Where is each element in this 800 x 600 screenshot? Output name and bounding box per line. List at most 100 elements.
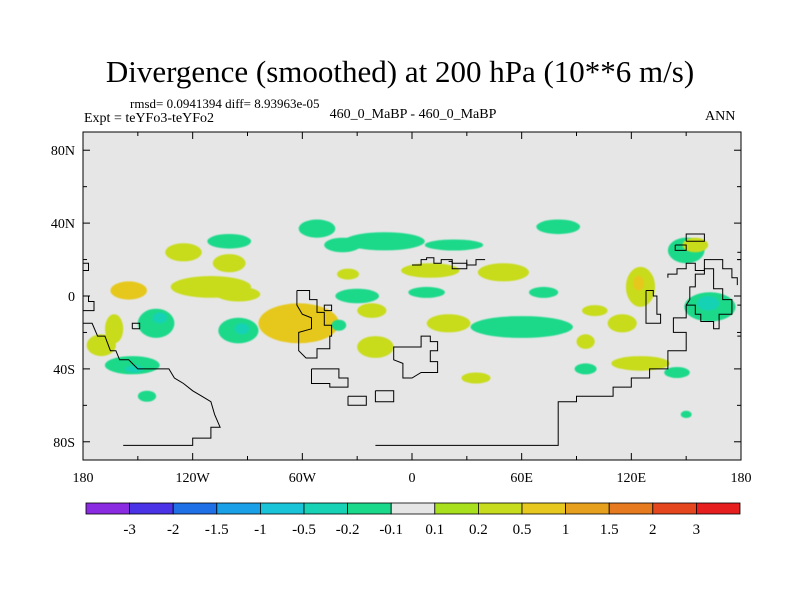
y-tick-label: 80N	[51, 144, 75, 159]
field-patch-16	[298, 219, 336, 238]
field-patch-18	[344, 232, 425, 251]
field-patch-14	[137, 390, 157, 402]
colorbar-box-3	[216, 502, 261, 515]
field-patch-33	[357, 336, 394, 358]
field-patch-28	[697, 296, 720, 311]
coastline-3	[83, 262, 89, 271]
coastline-14	[685, 268, 733, 330]
colorbar-label: -0.2	[336, 522, 360, 538]
divergence-field	[86, 219, 736, 418]
field-patch-30	[680, 410, 692, 418]
colorbar-label: -0.5	[292, 522, 316, 538]
coastline-12	[645, 290, 662, 324]
colorbar-label: -1	[254, 522, 267, 538]
field-patch-5	[165, 243, 202, 262]
colorbar-box-12	[608, 502, 654, 515]
coastline-7	[393, 335, 439, 379]
field-patch-11	[152, 312, 168, 324]
colorbar-label: -0.1	[379, 522, 403, 538]
colorbar-box-2	[172, 502, 218, 515]
coastline-0	[83, 322, 221, 446]
colorbar-label: -2	[167, 522, 180, 538]
coastline-11	[448, 259, 468, 270]
field-patch-21	[331, 319, 347, 331]
case-label: 460_0_MaBP - 460_0_MaBP	[329, 107, 497, 122]
stats-line: rmsd= 0.0941394 diff= 8.93963e-05	[130, 96, 320, 111]
field-patch-38	[607, 314, 637, 333]
field-patch-22	[408, 286, 445, 298]
coastline-15	[667, 259, 738, 286]
coastline-16	[674, 244, 687, 251]
colorbar-box-1	[129, 502, 174, 515]
field-patch-25	[536, 219, 581, 235]
field-patch-0	[110, 281, 147, 300]
colorbar-box-11	[565, 502, 610, 515]
y-axis: 80N 40N 0 40S 80S	[51, 144, 741, 451]
coastline-1	[131, 322, 141, 330]
coastlines	[83, 233, 741, 446]
field-patch-20	[335, 288, 380, 304]
field-patch-23	[529, 286, 559, 298]
colorbar-label: -1.5	[205, 522, 229, 538]
field-patch-29	[664, 367, 690, 378]
coastline-6	[311, 368, 349, 388]
field-patch-41	[576, 334, 595, 349]
field-patch-34	[357, 303, 387, 318]
y-tick-label: 40S	[53, 363, 75, 378]
colorbar-label: 2	[649, 522, 657, 538]
colorbar-box-13	[652, 502, 697, 515]
x-tick-label: 60W	[289, 471, 317, 486]
coastline-8	[374, 390, 395, 403]
coastline-4	[296, 290, 333, 359]
colorbar-box-4	[259, 502, 305, 515]
y-tick-label: 80S	[53, 436, 75, 451]
field-patch-4	[300, 325, 330, 340]
coastline-10	[412, 257, 486, 266]
field-patch-2	[216, 286, 261, 302]
x-tick-label: 0	[409, 471, 416, 486]
chart-title: Divergence (smoothed) at 200 hPa (10**6 …	[105, 54, 695, 89]
x-tick-label: 180	[73, 471, 94, 486]
field-patch-45	[337, 268, 359, 280]
experiment-label: Expt = teYFo3-teYFo2	[84, 111, 214, 126]
colorbar-box-0	[85, 502, 130, 515]
colorbar-box-10	[521, 502, 566, 515]
field-patch-40	[633, 275, 645, 291]
colorbar-label: 3	[693, 522, 701, 538]
x-tick-label: 60E	[510, 471, 533, 486]
field-patch-32	[461, 372, 491, 384]
field-patch-10	[137, 308, 175, 338]
coastline-5	[323, 304, 333, 312]
field-patch-24	[470, 316, 573, 338]
field-patch-43	[582, 305, 608, 317]
field-patch-31	[574, 363, 597, 375]
field-patch-6	[212, 254, 246, 273]
colorbar-label: 1	[562, 522, 570, 538]
field-patch-9	[125, 365, 144, 373]
colorbar-label: 0.2	[469, 522, 488, 538]
field-patch-19	[424, 239, 484, 251]
field-patch-13	[234, 323, 250, 335]
colorbar-label: -3	[123, 522, 136, 538]
y-tick-label: 40N	[51, 217, 75, 232]
field-patch-35	[426, 314, 471, 333]
colorbar-box-8	[434, 502, 479, 515]
field-patch-15	[207, 234, 252, 249]
field-patch-44	[86, 334, 116, 357]
colorbar-box-5	[303, 502, 348, 515]
y-tick-label: 0	[68, 290, 75, 305]
coastline-17	[685, 233, 705, 242]
coastline-13	[375, 305, 687, 446]
colorbar-label: 1.5	[600, 522, 619, 538]
x-axis: 180 120W 60W 0 60E 120E 180	[73, 132, 752, 486]
x-tick-label: 120E	[617, 471, 647, 486]
field-patch-42	[611, 356, 670, 371]
colorbar: -3 -2 -1.5 -1 -0.5 -0.2 -0.1 0.1 0.2 0.5 1 1.5 2 3	[85, 502, 741, 538]
x-tick-label: 180	[731, 471, 752, 486]
colorbar-box-7	[390, 502, 436, 515]
x-tick-label: 120W	[176, 471, 211, 486]
colorbar-box-9	[477, 502, 523, 515]
colorbar-label: 0.5	[513, 522, 532, 538]
coastline-9	[347, 395, 367, 406]
